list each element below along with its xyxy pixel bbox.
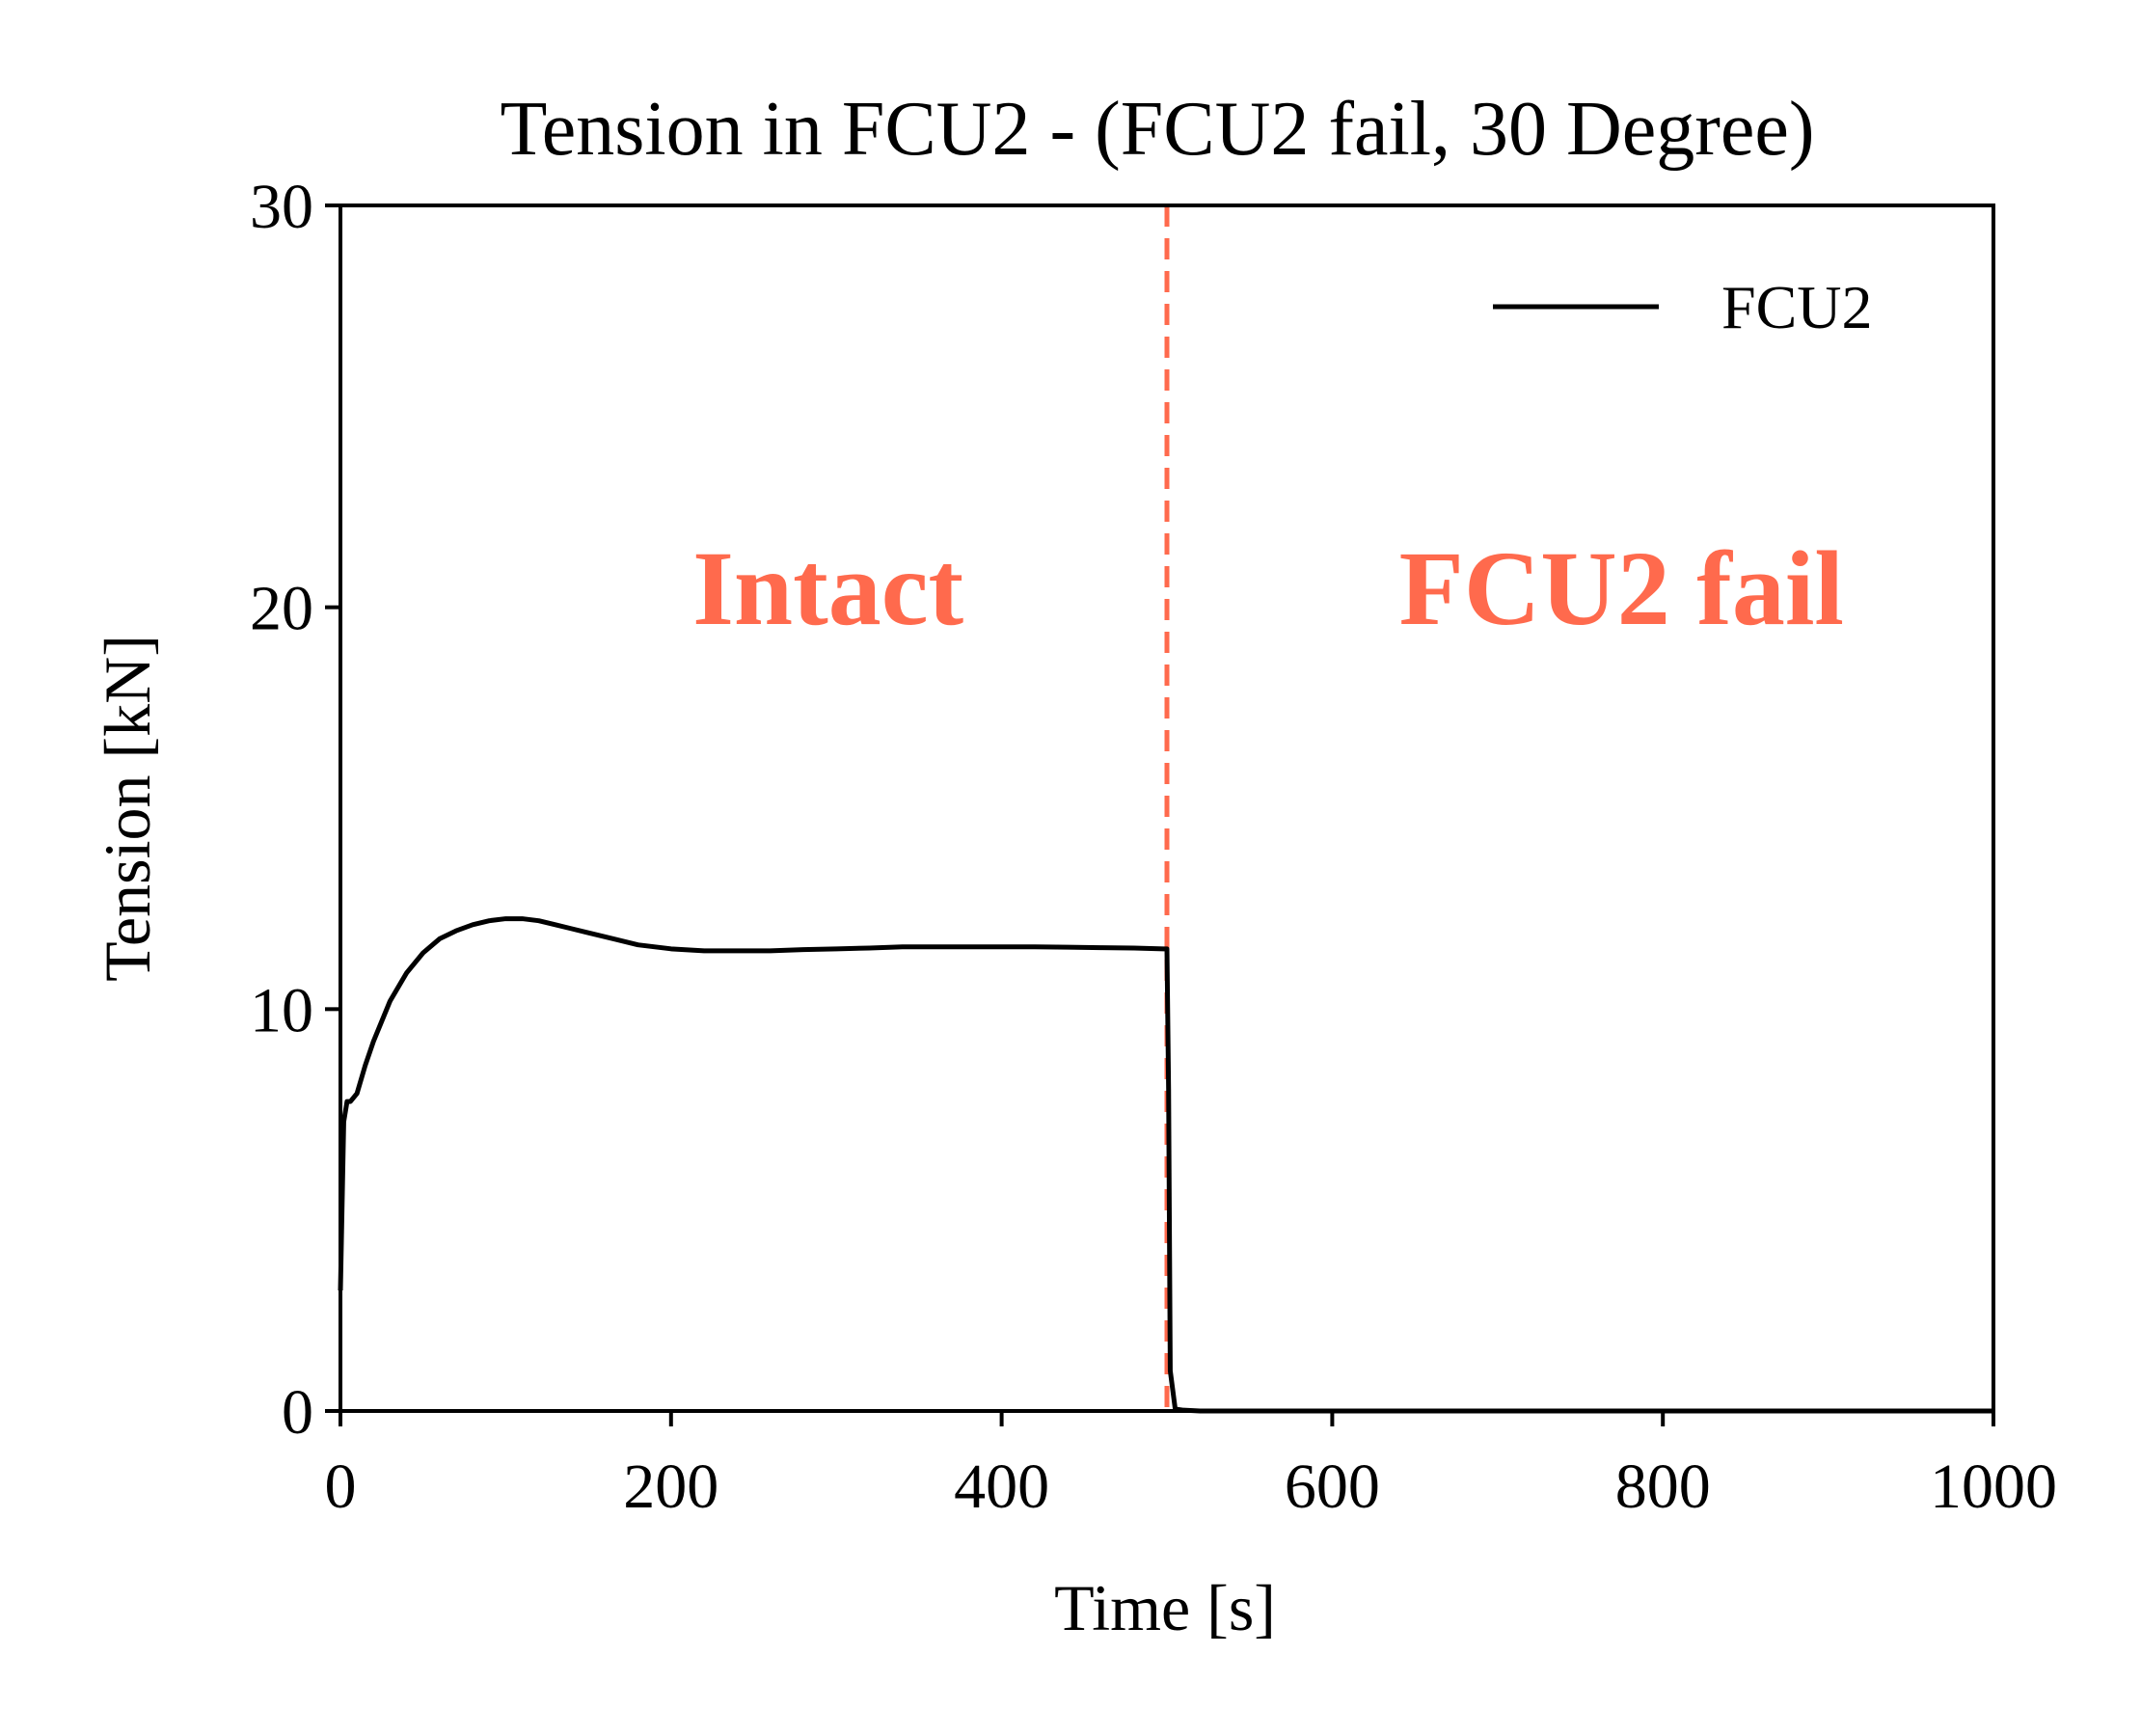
y-tick-label: 10 [250,975,313,1045]
y-tick-label: 30 [250,172,313,242]
x-tick-label: 400 [954,1451,1049,1522]
legend: FCU2 [1493,273,1873,341]
y-tick-label: 0 [282,1377,313,1448]
y-axis-label: Tension [kN] [91,635,164,982]
region-label-intact: Intact [692,529,963,647]
legend-label: FCU2 [1721,273,1873,341]
y-axis: 0 10 20 30 [250,172,340,1448]
x-tick-label: 1000 [1930,1451,2057,1522]
plot-frame [339,203,1995,1413]
series-line-fcu2 [338,916,1993,1414]
x-tick-label: 600 [1285,1451,1380,1522]
chart-title: Tension in FCU2 - (FCU2 fail, 30 Degree) [500,87,1814,172]
x-axis: 0 200 400 600 800 1000 [325,1411,2057,1522]
x-axis-label: Time [s] [1054,1571,1276,1644]
x-tick-label: 200 [623,1451,718,1522]
region-label-fcu2-fail: FCU2 fail [1399,529,1844,647]
y-tick-label: 20 [250,574,313,644]
x-tick-label: 0 [325,1451,357,1522]
x-tick-label: 800 [1615,1451,1711,1522]
plot-area: Intact FCU2 fail [338,203,1995,1414]
